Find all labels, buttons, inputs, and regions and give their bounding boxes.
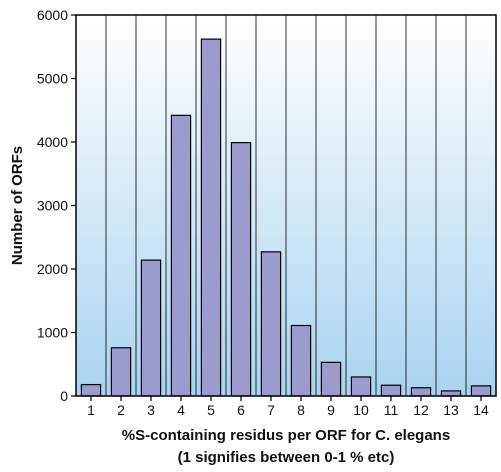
y-tick-label: 4000 — [37, 134, 68, 150]
bar-14 — [470, 385, 492, 397]
bar-11 — [380, 384, 402, 397]
y-axis-title: Number of ORFs — [9, 146, 26, 265]
bar-13 — [440, 390, 462, 397]
bar-5 — [200, 38, 222, 397]
bar-7 — [260, 251, 282, 397]
x-tick-label: 7 — [267, 402, 275, 418]
x-axis-title-line2: (1 signifies between 0-1 % etc) — [178, 449, 395, 466]
bar-6 — [230, 142, 252, 397]
x-tick-label: 2 — [117, 402, 125, 418]
y-tick-label: 2000 — [37, 261, 68, 277]
bar-3 — [140, 259, 162, 397]
x-tick-label: 1 — [87, 402, 95, 418]
x-tick-label: 10 — [353, 402, 369, 418]
x-tick-label: 9 — [327, 402, 335, 418]
y-tick-label: 3000 — [37, 198, 68, 214]
x-tick-label: 4 — [177, 402, 185, 418]
x-tick-label: 12 — [413, 402, 429, 418]
x-tick-label: 11 — [384, 402, 399, 418]
x-tick-label: 5 — [207, 402, 215, 418]
y-tick-label: 6000 — [37, 7, 68, 23]
bar-4 — [170, 114, 192, 397]
bar-12 — [410, 387, 432, 397]
y-tick-label: 5000 — [37, 71, 68, 87]
y-tick-label: 1000 — [37, 325, 68, 341]
y-axis-ticks: 0 1000 2000 3000 4000 5000 6000 — [37, 7, 76, 404]
bar-8 — [290, 324, 312, 397]
x-tick-label: 13 — [443, 402, 459, 418]
bar-9 — [320, 361, 342, 397]
x-tick-label: 8 — [297, 402, 305, 418]
x-tick-label: 6 — [237, 402, 245, 418]
bars — [80, 38, 492, 397]
y-tick-label: 0 — [60, 388, 68, 404]
x-axis-ticks: 1 2 3 4 5 6 7 8 9 10 11 12 13 14 — [87, 396, 489, 418]
bar-2 — [110, 347, 132, 397]
bar-1 — [80, 383, 102, 397]
bar-10 — [350, 376, 372, 397]
x-tick-label: 14 — [473, 402, 489, 418]
x-tick-label: 3 — [147, 402, 155, 418]
grid-lines — [105, 15, 467, 396]
x-axis-title-line1: %S-containing residus per ORF for C. ele… — [122, 427, 450, 444]
